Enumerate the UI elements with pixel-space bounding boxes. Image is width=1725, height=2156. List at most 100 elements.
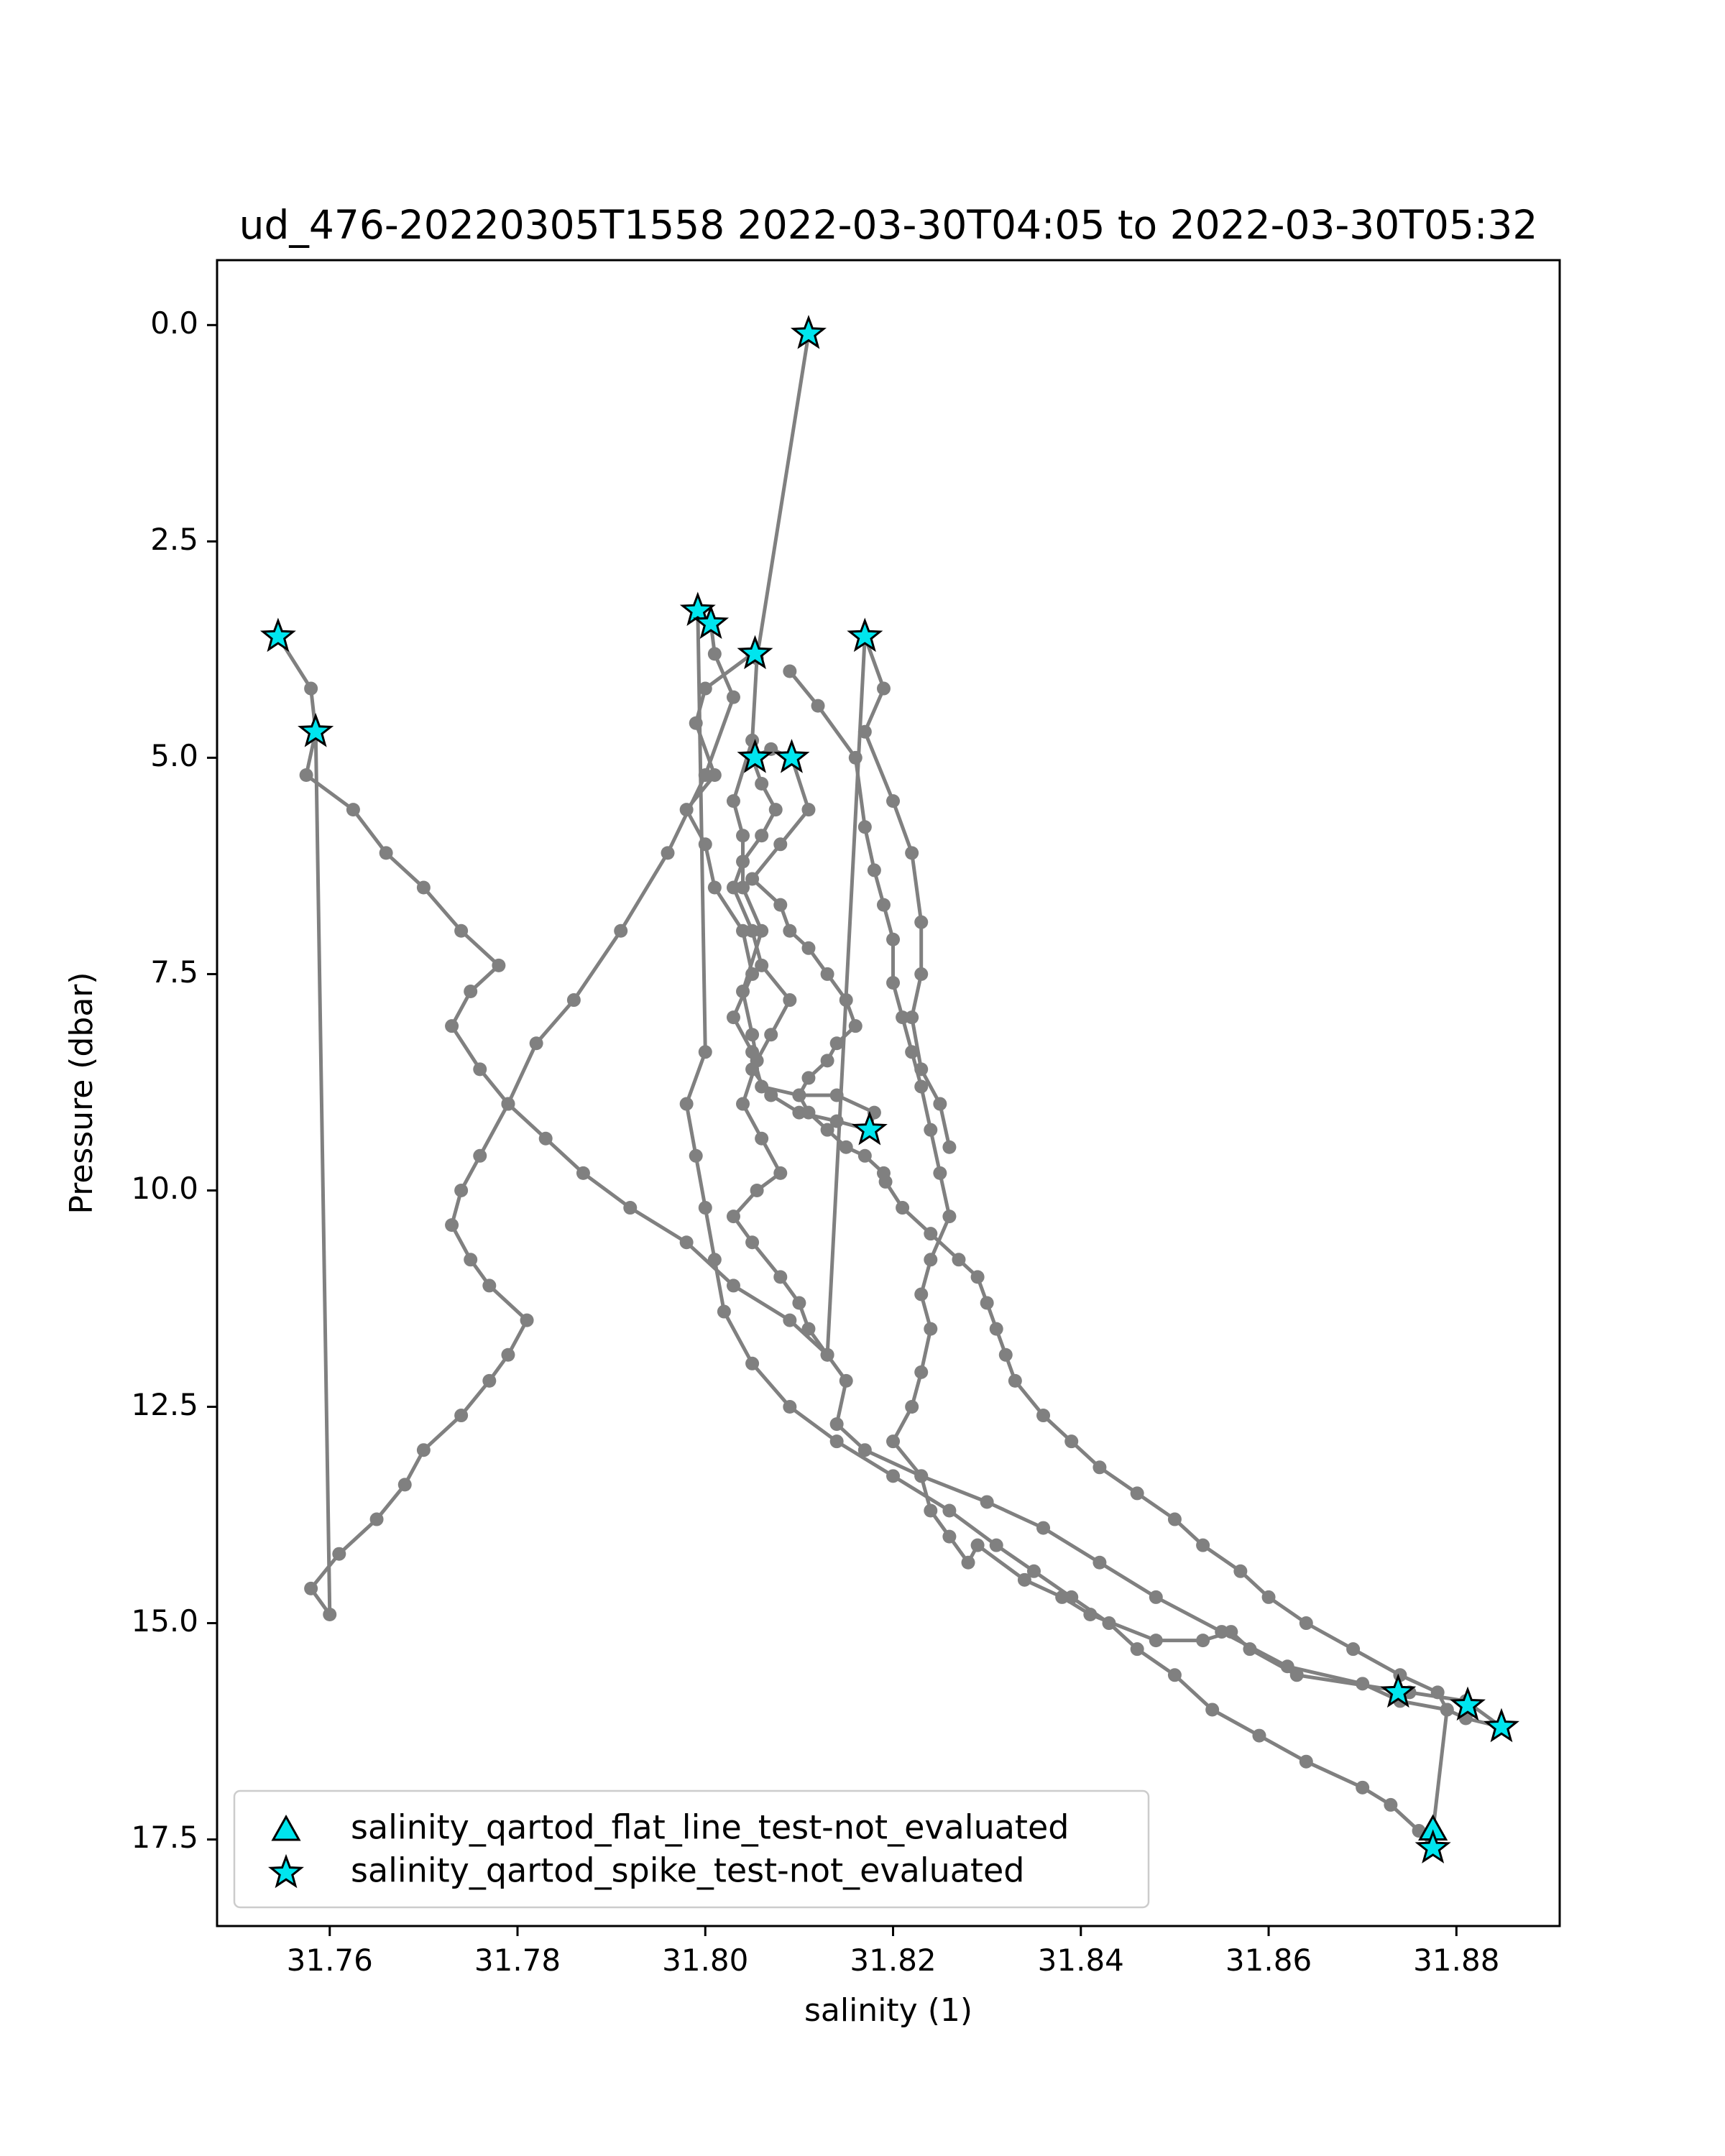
data-point xyxy=(745,1062,760,1077)
data-point xyxy=(942,1503,957,1518)
data-point xyxy=(914,1365,929,1379)
data-point xyxy=(1092,1555,1107,1570)
spike-flag-marker xyxy=(737,635,773,670)
legend-entry-flat-line: salinity_qartod_flat_line_test-not_evalu… xyxy=(351,1808,1069,1847)
data-point xyxy=(914,915,929,929)
data-point xyxy=(1233,1564,1248,1578)
data-point xyxy=(1299,1616,1313,1631)
data-point xyxy=(1252,1728,1266,1743)
data-point xyxy=(736,880,750,895)
data-point xyxy=(933,1166,947,1180)
data-point xyxy=(768,803,783,817)
data-point xyxy=(661,846,675,860)
legend: salinity_qartod_flat_line_test-not_evalu… xyxy=(233,1789,1150,1909)
data-point xyxy=(933,1097,947,1111)
data-point xyxy=(1356,1780,1370,1795)
data-point xyxy=(1280,1659,1294,1674)
data-point xyxy=(764,1028,778,1042)
data-point xyxy=(1430,1685,1445,1700)
data-point xyxy=(529,1036,543,1051)
data-point xyxy=(924,1227,938,1241)
data-point xyxy=(1196,1538,1210,1552)
data-point xyxy=(857,1443,872,1457)
data-point xyxy=(783,664,797,678)
data-point xyxy=(839,1373,853,1388)
data-point xyxy=(1167,1512,1182,1526)
data-point xyxy=(773,1166,788,1180)
data-point xyxy=(829,1036,844,1051)
data-point xyxy=(801,1071,816,1085)
data-point xyxy=(717,1304,731,1319)
data-point xyxy=(942,1140,957,1154)
y-axis-label: Pressure (dbar) xyxy=(63,972,100,1214)
data-point xyxy=(820,967,834,981)
data-point xyxy=(970,1538,985,1552)
data-point xyxy=(924,1253,938,1267)
plot-frame xyxy=(216,259,1561,1927)
data-point xyxy=(750,1183,764,1197)
data-point xyxy=(1215,1625,1229,1639)
data-point xyxy=(397,1478,412,1492)
data-point xyxy=(755,777,769,791)
data-point xyxy=(876,898,891,912)
profile-line-6 xyxy=(684,610,1435,1850)
data-point xyxy=(299,768,313,782)
spike-flag-marker xyxy=(259,617,296,653)
y-tick-label: 17.5 xyxy=(131,1820,198,1855)
data-point xyxy=(886,1469,901,1483)
data-point xyxy=(857,724,872,739)
data-point xyxy=(886,932,901,946)
data-point xyxy=(445,1019,459,1033)
data-point xyxy=(878,1174,893,1189)
spike-flag-marker xyxy=(298,713,334,747)
data-point xyxy=(773,837,788,852)
data-point xyxy=(346,803,360,817)
data-point xyxy=(942,1529,957,1544)
profile-line-5 xyxy=(884,1181,1449,1831)
profile-line-9 xyxy=(862,635,952,1148)
data-point xyxy=(905,1010,919,1025)
data-point xyxy=(755,923,769,938)
data-point xyxy=(1008,1373,1022,1388)
data-point xyxy=(896,1010,910,1025)
x-tick-label: 31.76 xyxy=(287,1943,373,1978)
data-point xyxy=(876,681,891,696)
data-point xyxy=(1384,1797,1398,1812)
data-point xyxy=(369,1512,384,1526)
data-point xyxy=(924,1503,938,1518)
spike-flag-marker xyxy=(693,604,730,639)
data-point xyxy=(1299,1754,1313,1769)
spike-flag-marker xyxy=(1484,1708,1519,1743)
data-point xyxy=(942,1210,957,1224)
data-point xyxy=(886,794,901,808)
data-point xyxy=(914,1062,929,1077)
profile-line-7 xyxy=(309,609,735,1616)
spike-flag-marker xyxy=(679,591,716,626)
data-point xyxy=(1130,1486,1144,1501)
data-point xyxy=(867,863,881,877)
data-point xyxy=(896,1201,910,1215)
data-point xyxy=(1130,1642,1144,1657)
data-point xyxy=(726,1279,740,1293)
data-point xyxy=(1167,1668,1182,1682)
data-point xyxy=(1026,1564,1041,1578)
x-tick-label: 31.80 xyxy=(662,1943,748,1978)
legend-triangle-marker xyxy=(271,1814,301,1841)
data-point xyxy=(679,1097,694,1111)
plot-area xyxy=(259,315,1519,1864)
data-point xyxy=(736,1097,750,1111)
data-point xyxy=(914,1079,929,1094)
x-axis-label: salinity (1) xyxy=(804,1992,972,2029)
legend-box xyxy=(233,1789,1150,1909)
data-point xyxy=(857,1148,872,1163)
data-point xyxy=(501,1348,515,1362)
data-point xyxy=(914,967,929,981)
data-point xyxy=(473,1148,487,1163)
x-tick-label: 31.88 xyxy=(1413,1943,1499,1978)
y-tick-label: 10.0 xyxy=(131,1171,198,1206)
data-point xyxy=(792,1088,806,1102)
data-point xyxy=(961,1555,975,1570)
x-tick-label: 31.84 xyxy=(1038,1943,1124,1978)
data-point xyxy=(698,681,712,696)
spike-flag-marker xyxy=(847,617,883,653)
